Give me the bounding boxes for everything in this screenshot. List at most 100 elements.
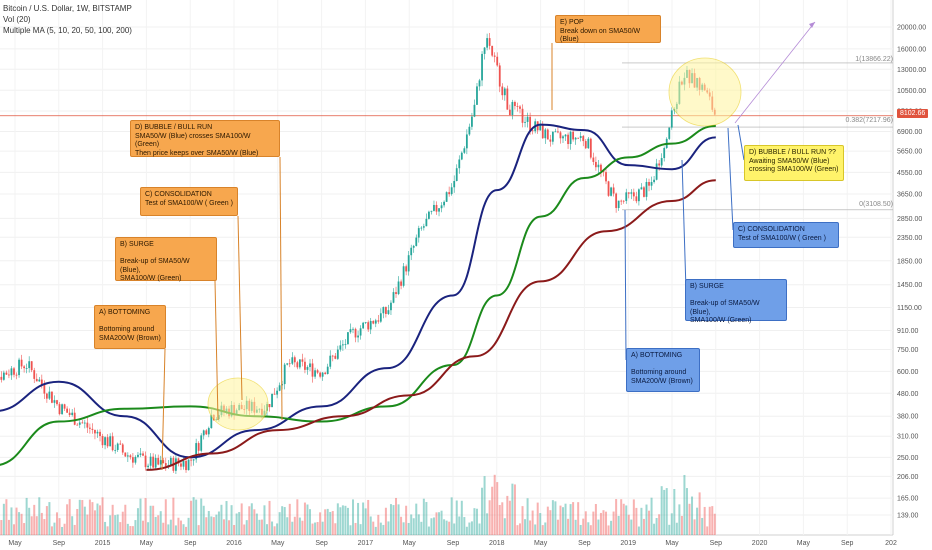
- volume-bar: [663, 489, 666, 535]
- candle-body: [443, 201, 445, 206]
- volume-bar: [524, 519, 527, 535]
- volume-bar: [38, 497, 41, 535]
- volume-bar: [197, 525, 200, 535]
- volume-bar: [99, 505, 102, 535]
- volume-bar: [577, 502, 580, 535]
- volume-bar: [192, 497, 195, 535]
- candle-body: [428, 211, 430, 219]
- volume-bar: [167, 524, 170, 535]
- volume-bar: [599, 512, 602, 535]
- volume-bar: [63, 523, 66, 535]
- annotation-shapes: [161, 21, 816, 471]
- candle-body: [407, 255, 410, 272]
- candle-body: [51, 391, 53, 403]
- fib-label-mid: 0.382(7217.96): [846, 117, 893, 124]
- candle-body: [28, 361, 31, 369]
- candle-body: [20, 359, 23, 367]
- volume-bar: [357, 502, 360, 535]
- candle-body: [501, 86, 504, 96]
- volume-bar: [45, 506, 48, 535]
- candle-body: [395, 292, 397, 295]
- volume-bar: [400, 516, 403, 535]
- candle-body: [625, 192, 628, 201]
- callout-leader-line: [727, 127, 734, 231]
- candle-body: [670, 110, 673, 128]
- volume-bar: [68, 499, 71, 535]
- candle-body: [45, 393, 48, 399]
- candle-body: [63, 404, 66, 409]
- volume-bar: [653, 523, 656, 535]
- volume-bar: [526, 498, 529, 535]
- volume-bar: [276, 523, 279, 535]
- volume-bar: [230, 505, 233, 535]
- callout-b-surge-left: B) SURGE Break-up of SMA50/W (Blue), SMA…: [115, 237, 217, 282]
- volume-bar: [154, 516, 157, 535]
- candle-body: [53, 400, 56, 403]
- candle-body: [433, 204, 435, 211]
- volume-bar: [136, 508, 139, 535]
- candle-body: [367, 322, 370, 330]
- candle-body: [478, 80, 481, 87]
- candle-body: [324, 372, 327, 375]
- volume-bar: [331, 511, 334, 535]
- volume-bar: [334, 523, 337, 535]
- candle-body: [349, 329, 352, 333]
- candle-body: [73, 412, 76, 425]
- volume-bar: [493, 474, 496, 535]
- candle-body: [283, 364, 286, 385]
- chart-legend: Bitcoin / U.S. Dollar, 1W, BITSTAMP Vol …: [3, 3, 132, 36]
- volume-bar: [238, 512, 241, 535]
- candle-body: [422, 226, 425, 228]
- candle-body: [124, 452, 127, 457]
- candle-body: [617, 200, 620, 208]
- candle-body: [458, 159, 461, 169]
- candle-body: [182, 460, 185, 467]
- volume-bar: [71, 516, 74, 535]
- volume-bar: [88, 499, 91, 535]
- volume-bar: [703, 506, 706, 535]
- candle-body: [514, 101, 516, 107]
- candle-body: [116, 443, 119, 450]
- candle-body: [319, 372, 322, 377]
- fibonacci-levels: [0, 62, 893, 211]
- volume-bar: [688, 503, 691, 535]
- x-tick-label: May: [403, 540, 417, 547]
- volume-bar: [152, 505, 155, 535]
- volume-bar: [458, 516, 461, 535]
- candle-body: [48, 391, 51, 399]
- candle-body: [453, 181, 456, 188]
- volume-bar: [126, 523, 129, 535]
- candle-body: [539, 124, 542, 131]
- volume-bar: [20, 513, 23, 535]
- candle-body: [435, 204, 438, 212]
- volume-bar: [40, 512, 43, 535]
- fib-label-top: 1(13866.22): [855, 56, 893, 63]
- volume-bar: [546, 506, 549, 535]
- volume-bar: [159, 511, 162, 535]
- volume-bar: [488, 500, 491, 535]
- y-tick-label: 3650.00: [897, 192, 922, 199]
- x-tick-label: 2017: [358, 540, 374, 547]
- x-tick-label: May: [534, 540, 548, 547]
- volume-bar: [660, 486, 663, 535]
- callout-d-bubble-right: D) BUBBLE / BULL RUN ?? Awaiting SMA50/W…: [744, 145, 844, 181]
- candle-body: [177, 458, 180, 464]
- volume-bar: [129, 526, 132, 535]
- volume-bar: [329, 511, 332, 535]
- volume-bar: [326, 508, 329, 535]
- volume-bar: [293, 516, 296, 535]
- candle-body: [144, 455, 147, 468]
- candle-body: [329, 355, 332, 367]
- volume-bar: [30, 516, 33, 535]
- candle-body: [516, 106, 519, 107]
- candle-body: [35, 378, 38, 382]
- volume-bar: [392, 505, 395, 535]
- candle-body: [129, 455, 132, 458]
- volume-bar: [339, 507, 342, 535]
- volume-bar: [602, 510, 605, 535]
- volume-bar: [286, 517, 289, 535]
- y-tick-label: 165.00: [897, 496, 919, 503]
- candle-body: [304, 361, 306, 370]
- volume-bar: [597, 519, 600, 535]
- volume-bar: [470, 521, 473, 535]
